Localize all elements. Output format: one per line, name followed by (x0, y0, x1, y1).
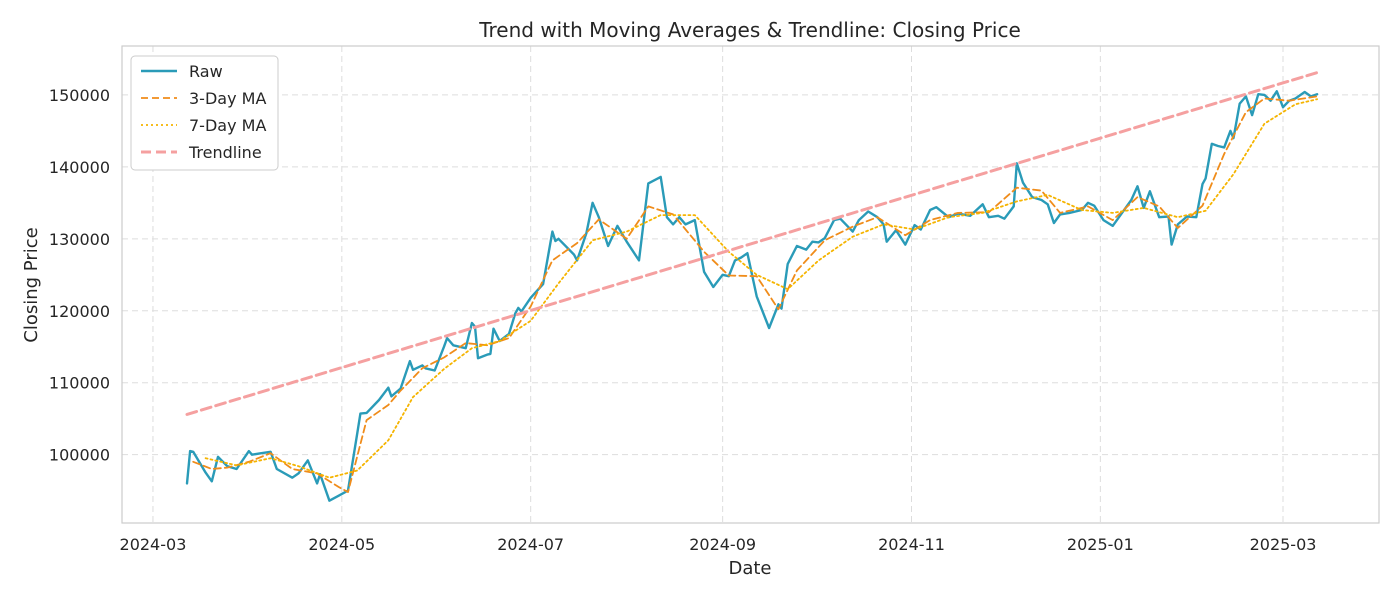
y-tick-label: 150000 (49, 86, 110, 105)
x-tick-label: 2024-11 (878, 535, 945, 554)
grid (122, 46, 1379, 523)
x-tick-label: 2024-05 (308, 535, 375, 554)
chart-title: Trend with Moving Averages & Trendline: … (478, 18, 1021, 42)
y-axis-label: Closing Price (21, 227, 42, 342)
series-layer (185, 71, 1319, 502)
legend-label: 7-Day MA (189, 116, 266, 135)
y-tick-label: 120000 (49, 302, 110, 321)
legend-label: 3-Day MA (189, 89, 266, 108)
x-axis-label: Date (728, 558, 771, 579)
x-tick-label: 2024-03 (120, 535, 187, 554)
legend-label: Trendline (188, 143, 262, 162)
x-tick-label: 2024-07 (497, 535, 564, 554)
series-line-7-day-ma (204, 98, 1318, 479)
y-tick-label: 130000 (49, 230, 110, 249)
series-line-raw (185, 90, 1319, 502)
tick-labels: 2024-03 2024-05 2024-07 2024-09 2024-11 2025-… (49, 86, 1317, 554)
y-tick-label: 110000 (49, 374, 110, 393)
legend-box (130, 55, 279, 171)
legend: Raw 3-Day MA 7-Day MA Trendline (130, 55, 279, 171)
legend-label: Raw (189, 62, 223, 81)
x-tick-label: 2024-09 (689, 535, 756, 554)
plot-frame (121, 45, 1380, 524)
y-tick-label: 100000 (49, 446, 110, 465)
series-line-trendline (185, 71, 1319, 416)
x-tick-label: 2025-01 (1067, 535, 1134, 554)
y-tick-label: 140000 (49, 158, 110, 177)
series-line-3-day-ma (192, 95, 1318, 493)
x-tick-label: 2025-03 (1250, 535, 1317, 554)
